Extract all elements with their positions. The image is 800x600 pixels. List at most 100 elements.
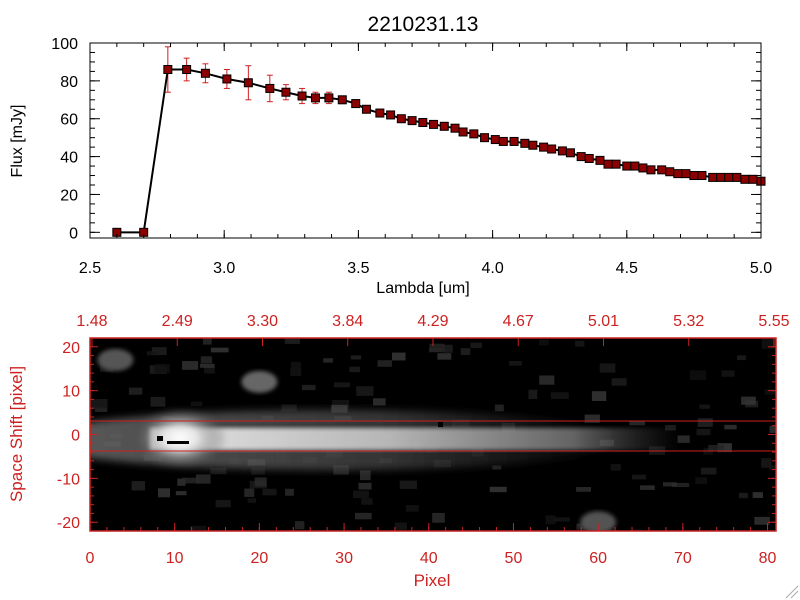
flux-data-point (200, 68, 210, 78)
image-x-axis-label: Pixel (414, 571, 451, 590)
image-x-tick-label: 20 (250, 550, 268, 567)
noise-pixel (190, 401, 203, 407)
noise-pixel (323, 358, 333, 363)
noise-pixel (195, 474, 211, 484)
noise-pixel (741, 396, 756, 405)
flux-data-point (429, 119, 439, 129)
noise-pixel (349, 366, 360, 373)
x-tick-label: 3.0 (213, 260, 235, 277)
flux-data-point (646, 165, 656, 175)
flux-data-point (708, 172, 718, 182)
noise-pixel (432, 512, 445, 523)
noise-pixel (575, 340, 585, 347)
image-x-tick-label: 10 (166, 550, 184, 567)
noise-pixel (509, 360, 522, 366)
resize-grip-icon[interactable] (785, 585, 799, 599)
noise-pixel (377, 360, 392, 367)
noise-pixel (131, 481, 146, 491)
top-axis-tick-label: 3.30 (247, 313, 278, 330)
top-axis-tick-label: 5.01 (588, 313, 619, 330)
noise-pixel (94, 407, 108, 412)
noise-pixel (189, 525, 207, 531)
noise-pixel (701, 467, 717, 475)
x-tick-label: 4.0 (481, 260, 503, 277)
noise-pixel (494, 404, 504, 412)
noise-pixel (630, 529, 643, 531)
flux-series-line (116, 68, 762, 234)
noise-pixel (584, 414, 600, 423)
y-tick-label: 60 (60, 112, 78, 129)
flux-data-point (386, 110, 396, 120)
image-y-tick-label: -20 (57, 515, 80, 532)
noise-pixel (210, 347, 229, 353)
noise-pixel (373, 398, 386, 406)
x-tick-label: 4.5 (616, 260, 638, 277)
noise-pixel (442, 344, 453, 353)
flux-data-point (310, 93, 320, 103)
y-tick-label: 80 (60, 74, 78, 91)
top-axis-tick-label: 4.67 (503, 313, 534, 330)
noise-pixel (394, 522, 407, 530)
noise-pixel (689, 370, 707, 381)
noise-pixel (576, 486, 592, 492)
noise-pixel (294, 521, 305, 530)
top-axis-tick-label: 4.29 (417, 313, 448, 330)
spectrum-data-marks (112, 46, 766, 237)
noise-pixel (671, 482, 690, 488)
noise-pixel (738, 492, 748, 499)
noise-pixel (708, 444, 724, 452)
y-tick-label: 20 (60, 187, 78, 204)
spectrum-chart: 2210231.13 2.5 3.0 3.5 4.0 4.5 5.0 0 20 40 60 80 10… (9, 13, 772, 297)
noise-pixel (437, 353, 452, 360)
top-axis-tick-label: 5.55 (758, 313, 789, 330)
flux-data-point (281, 87, 291, 97)
noise-pixel (181, 477, 200, 484)
flux-data-point (603, 159, 613, 169)
flux-data-point (361, 104, 371, 114)
secondary-source-blob (241, 370, 278, 393)
flux-data-point (351, 99, 361, 109)
bad-pixel (438, 422, 443, 427)
noise-pixel (699, 404, 710, 409)
noise-pixel (392, 352, 406, 361)
noise-pixel (460, 348, 471, 356)
flux-data-point (724, 172, 734, 182)
noise-pixel (769, 465, 776, 471)
flux-data-point (657, 165, 667, 175)
flux-data-point (681, 169, 691, 179)
flux-data-point (375, 108, 385, 118)
flux-data-point (697, 171, 707, 181)
noise-pixel (254, 477, 267, 487)
noise-pixel (244, 488, 255, 497)
noise-pixel (247, 498, 257, 503)
flux-data-point (490, 135, 500, 145)
noise-pixel (539, 375, 555, 385)
flux-data-point (450, 123, 460, 133)
spectral-image-chart: 0 10 20 30 40 50 60 70 80 1.48 2.49 3.30 3.84 4.29 4.6… (7, 313, 790, 590)
noise-pixel (262, 488, 277, 496)
noise-pixel (591, 391, 607, 401)
noise-pixel (611, 378, 627, 386)
flux-data-point (265, 83, 275, 93)
noise-pixel (754, 516, 770, 525)
noise-pixel (290, 368, 302, 376)
flux-data-point (689, 171, 699, 181)
noise-pixel (554, 517, 570, 522)
secondary-sources (97, 348, 617, 531)
noise-pixel (550, 392, 569, 399)
flux-data-point (520, 138, 530, 148)
noise-pixel (285, 488, 294, 496)
flux-data-point (498, 136, 508, 146)
x-tick-label: 5.0 (750, 260, 772, 277)
noise-pixel (769, 426, 776, 433)
noise-pixel (764, 389, 776, 395)
y-tick-label: 0 (69, 225, 78, 242)
noise-pixel (632, 474, 646, 480)
image-y-tick-label: 0 (71, 428, 80, 445)
x-axis-label: Lambda [um] (376, 280, 469, 297)
noise-pixel (492, 465, 502, 470)
noise-pixel (202, 338, 212, 345)
noise-pixel (350, 355, 362, 360)
noise-pixel (281, 404, 297, 412)
noise-pixel (752, 492, 763, 498)
